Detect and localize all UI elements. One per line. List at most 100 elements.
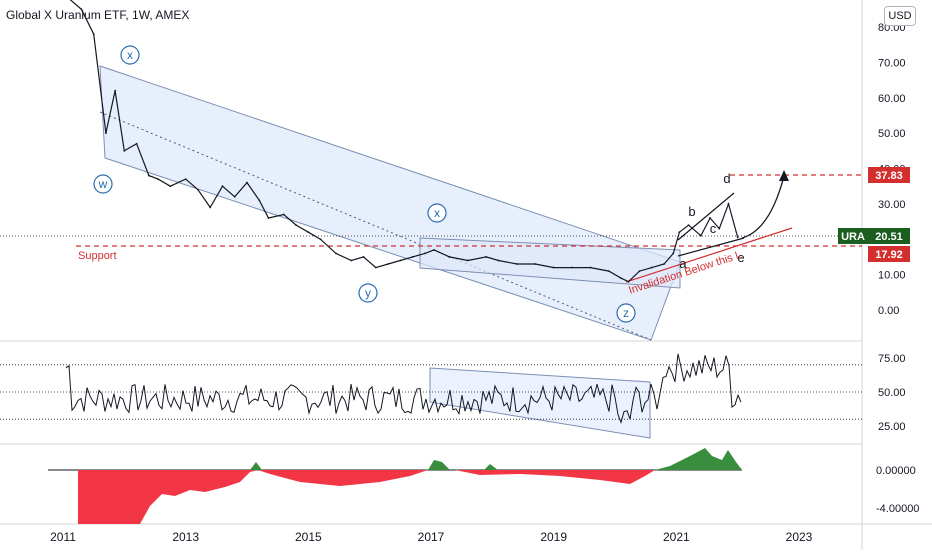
x-tick-label: 2021	[663, 530, 690, 544]
price-badge-text: 20.51	[875, 231, 903, 243]
ticker-badge	[838, 228, 868, 244]
price-point	[699, 234, 702, 237]
triangle-lower	[677, 237, 745, 257]
x-tick-label: 2023	[786, 530, 813, 544]
price-layer	[69, 0, 739, 283]
price-point	[387, 263, 389, 265]
price-point	[411, 256, 414, 258]
wave-label-circle	[427, 203, 447, 223]
price-point	[497, 259, 500, 262]
price-point	[233, 195, 236, 198]
price-point	[589, 266, 592, 269]
x-tick-label: 2013	[172, 530, 199, 544]
channel-midline	[99, 111, 652, 341]
price-point	[466, 259, 469, 262]
price-point	[295, 224, 297, 227]
oscillator-layer	[65, 353, 742, 439]
price-badge	[868, 246, 910, 262]
price-badge-text: 37.83	[875, 170, 903, 182]
price-badge	[868, 228, 910, 244]
x-tick-label: 2019	[540, 530, 567, 544]
wave-label: x	[127, 48, 133, 62]
projection-arrowhead	[779, 170, 789, 181]
price-point	[663, 263, 665, 265]
price-point	[105, 132, 107, 135]
price-point	[485, 256, 488, 258]
ticker-badge-text: URA	[841, 231, 865, 243]
drawings	[0, 65, 862, 341]
price-point	[307, 231, 310, 234]
price-point	[534, 263, 537, 265]
price-point	[718, 227, 721, 230]
price-point	[221, 185, 224, 188]
hist-positive-area	[655, 448, 742, 470]
hist-positive-area	[484, 464, 498, 470]
hist-y-tick-label: -4.00000	[876, 503, 919, 515]
triangle-upper	[677, 192, 735, 241]
osc-y-tick-label: 50.00	[878, 387, 906, 399]
wave-label: z	[623, 306, 629, 320]
currency-button[interactable]: USD	[884, 6, 916, 26]
price-point	[157, 178, 159, 181]
price-point	[638, 270, 641, 272]
price-point	[319, 238, 322, 241]
hist-positive-area	[428, 460, 450, 470]
wave-label: y	[365, 286, 371, 300]
price-y-tick-label: 50.00	[878, 128, 906, 140]
price-point	[169, 185, 172, 188]
price-point	[267, 217, 270, 219]
price-point	[147, 174, 150, 177]
price-point	[282, 213, 285, 216]
price-point	[448, 256, 451, 258]
x-tick-label: 2017	[418, 530, 445, 544]
price-point	[135, 142, 138, 145]
price-y-tick-label: 60.00	[878, 93, 906, 105]
price-point	[258, 199, 261, 202]
histogram-layer	[48, 448, 742, 524]
wave-label: w	[98, 177, 108, 191]
price-point	[727, 202, 730, 205]
price-point	[197, 188, 199, 191]
price-series-line	[69, 0, 739, 283]
abcde-label: c	[710, 221, 717, 236]
price-point	[650, 266, 653, 269]
hist-negative-area	[78, 470, 655, 524]
wave-label: x	[434, 206, 440, 220]
abcde-label: b	[688, 204, 695, 219]
osc-y-tick-label: 25.00	[878, 421, 906, 433]
abcde-label: d	[723, 171, 730, 186]
hist-y-tick-label: 0.00000	[876, 465, 916, 477]
price-point	[709, 217, 711, 219]
price-point	[620, 277, 623, 280]
price-point	[123, 149, 126, 152]
price-point	[350, 259, 353, 262]
price-point	[607, 270, 610, 272]
price-point	[672, 252, 675, 255]
x-tick-label: 2011	[50, 530, 76, 544]
osc-channel	[429, 367, 651, 439]
osc-line	[65, 353, 742, 424]
price-badge-text: 17.92	[875, 249, 903, 261]
osc-y-tick-label: 75.00	[878, 353, 906, 365]
price-point	[552, 266, 555, 269]
price-point	[209, 206, 212, 209]
price-badge	[868, 167, 910, 183]
price-point	[362, 256, 365, 258]
price-point	[678, 231, 681, 234]
price-point	[399, 259, 402, 262]
price-point	[92, 33, 95, 35]
price-point	[627, 280, 630, 283]
price-y-tick-label: 10.00	[878, 270, 906, 282]
abcde-label: e	[737, 250, 744, 265]
price-point	[423, 252, 426, 255]
price-point	[246, 181, 248, 184]
price-point	[374, 266, 377, 269]
wave-label-circle	[93, 174, 113, 194]
wave-label-circle	[358, 283, 378, 303]
price-y-tick-label: 70.00	[878, 57, 906, 69]
price-y-tick-label: 0.00	[878, 305, 899, 317]
price-point	[433, 248, 435, 251]
support-label: Support	[78, 250, 117, 262]
projection-arrow	[741, 175, 785, 239]
